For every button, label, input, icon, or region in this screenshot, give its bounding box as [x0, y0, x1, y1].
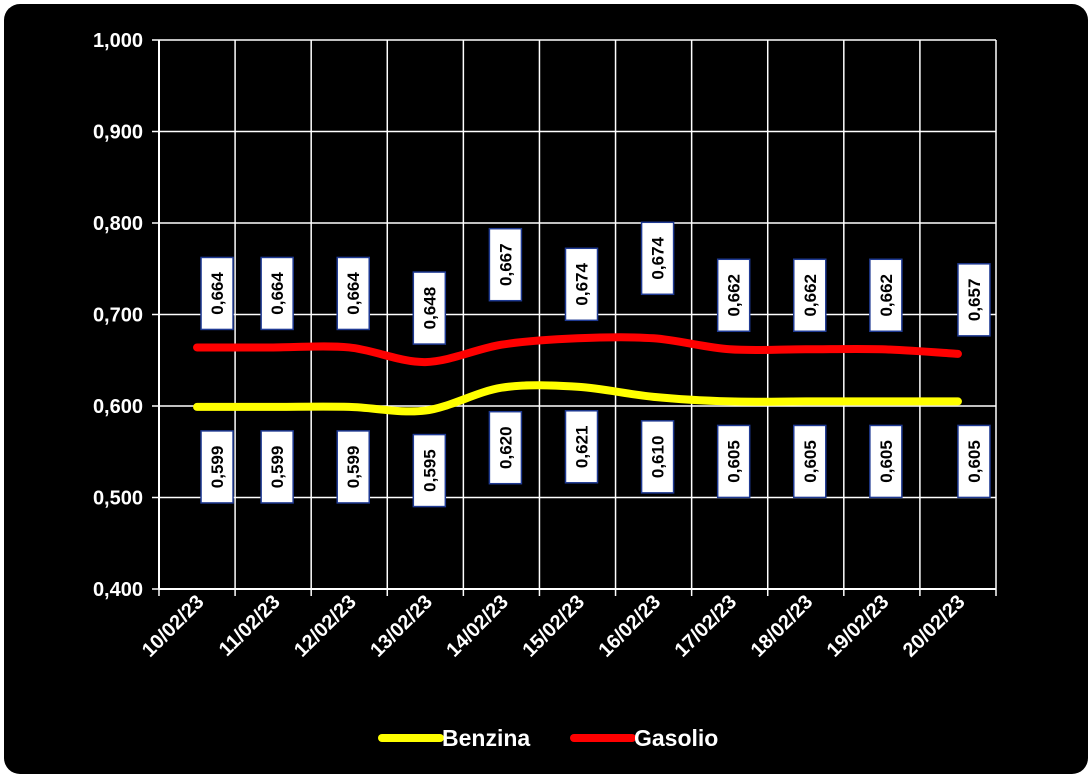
axes [152, 39, 997, 596]
x-tick-label: 18/02/23 [747, 591, 818, 662]
data-label-benzina: 0,605 [869, 424, 903, 499]
data-label-box [200, 256, 234, 331]
data-label-text: 0,662 [725, 274, 744, 317]
data-label-text: 0,674 [649, 236, 668, 279]
x-tick-label: 11/02/23 [215, 591, 285, 661]
data-label-benzina: 0,610 [640, 420, 675, 494]
data-label-text: 0,662 [877, 274, 896, 317]
x-tick-label: 14/02/23 [442, 591, 513, 662]
x-tick-label: 17/02/23 [671, 591, 742, 662]
data-label-box [412, 271, 447, 345]
y-tick-label: 0,900 [93, 122, 143, 144]
legend-label-benzina: Benzina [442, 725, 530, 751]
data-label-text: 0,599 [344, 446, 363, 489]
data-label-benzina: 0,595 [412, 433, 447, 508]
data-label-text: 0,648 [420, 287, 439, 330]
data-label-box [793, 424, 827, 499]
data-label-gasolio: 0,674 [564, 247, 599, 322]
data-label-text: 0,674 [573, 262, 592, 305]
legend-label-gasolio: Gasolio [634, 725, 718, 751]
data-label-box [200, 430, 234, 504]
data-label-gasolio: 0,662 [716, 258, 751, 333]
data-label-gasolio: 0,667 [488, 227, 523, 302]
data-label-box [336, 256, 370, 331]
data-label-gasolio: 0,664 [200, 256, 234, 331]
data-label-text: 0,605 [801, 440, 820, 483]
data-label-box [564, 247, 599, 322]
data-label-text: 0,599 [268, 446, 287, 489]
data-label-benzina: 0,620 [488, 410, 523, 485]
y-tick-label: 1,000 [93, 30, 143, 52]
y-axis-ticks: 0,400 0,500 0,600 0,700 0,800 0,900 1,000 [93, 30, 143, 601]
data-label-text: 0,664 [208, 272, 227, 315]
data-label-box [260, 256, 294, 331]
data-label-benzina: 0,605 [793, 424, 827, 499]
x-tick-label: 12/02/23 [290, 591, 361, 662]
y-tick-label: 0,400 [93, 579, 143, 601]
data-label-box [564, 410, 599, 484]
chart-frame: 0,400 0,500 0,600 0,700 0,800 0,900 1,000 10/0… [4, 4, 1088, 774]
data-label-benzina: 0,605 [957, 424, 991, 499]
data-label-text: 0,667 [496, 243, 515, 286]
data-label-box [957, 424, 991, 499]
x-tick-label: 10/02/23 [138, 591, 209, 662]
data-label-benzina: 0,599 [260, 430, 294, 504]
data-label-benzina: 0,621 [564, 410, 599, 484]
y-tick-label: 0,600 [93, 396, 143, 418]
y-tick-label: 0,700 [93, 305, 143, 327]
data-label-text: 0,605 [725, 440, 744, 483]
data-label-box [488, 410, 523, 485]
data-labels: 0,599 0,599 0,599 0,595 0,620 0,621 0,610 0,605… [200, 221, 991, 508]
y-tick-label: 0,800 [93, 213, 143, 235]
data-label-gasolio: 0,662 [793, 258, 827, 333]
x-tick-label: 19/02/23 [823, 591, 894, 662]
x-tick-label: 16/02/23 [595, 591, 666, 662]
data-label-box [640, 221, 675, 296]
x-tick-label: 15/02/23 [518, 591, 589, 662]
data-label-benzina: 0,599 [200, 430, 234, 504]
data-label-text: 0,620 [496, 426, 515, 469]
data-label-benzina: 0,599 [336, 430, 370, 504]
x-axis-ticks: 10/02/23 11/02/23 12/02/23 13/02/23 14/02/23… [138, 591, 970, 662]
fuel-price-chart: 0,400 0,500 0,600 0,700 0,800 0,900 1,000 10/0… [93, 30, 997, 751]
data-label-text: 0,657 [965, 279, 984, 322]
data-label-text: 0,605 [877, 440, 896, 483]
data-label-box [957, 263, 991, 337]
legend: Benzina Gasolio [378, 725, 718, 751]
data-label-text: 0,662 [801, 274, 820, 317]
data-label-gasolio: 0,674 [640, 221, 675, 296]
data-label-box [260, 430, 294, 504]
data-label-text: 0,595 [420, 449, 439, 492]
series-line-benzina [193, 381, 962, 416]
data-label-gasolio: 0,664 [260, 256, 294, 331]
data-label-text: 0,664 [268, 272, 287, 315]
grid [159, 39, 997, 589]
data-label-benzina: 0,605 [716, 424, 751, 499]
data-label-gasolio: 0,662 [869, 258, 903, 333]
x-tick-label: 20/02/23 [899, 591, 970, 662]
data-label-box [640, 420, 675, 494]
y-tick-label: 0,500 [93, 488, 143, 510]
data-label-text: 0,599 [208, 446, 227, 489]
data-label-gasolio: 0,648 [412, 271, 447, 345]
x-tick-label: 13/02/23 [366, 591, 437, 662]
series-lines [193, 333, 962, 416]
data-label-box [869, 424, 903, 499]
data-label-box [412, 433, 447, 508]
data-label-gasolio: 0,664 [336, 256, 370, 331]
data-label-gasolio: 0,657 [957, 263, 991, 337]
data-label-text: 0,610 [649, 436, 668, 479]
data-label-box [793, 258, 827, 333]
data-label-box [716, 424, 751, 499]
data-label-box [869, 258, 903, 333]
data-label-box [336, 430, 370, 504]
data-label-text: 0,605 [965, 440, 984, 483]
data-label-text: 0,664 [344, 272, 363, 315]
data-label-box [488, 227, 523, 302]
data-label-text: 0,621 [573, 426, 592, 469]
series-line-gasolio [193, 333, 962, 367]
data-label-box [716, 258, 751, 333]
